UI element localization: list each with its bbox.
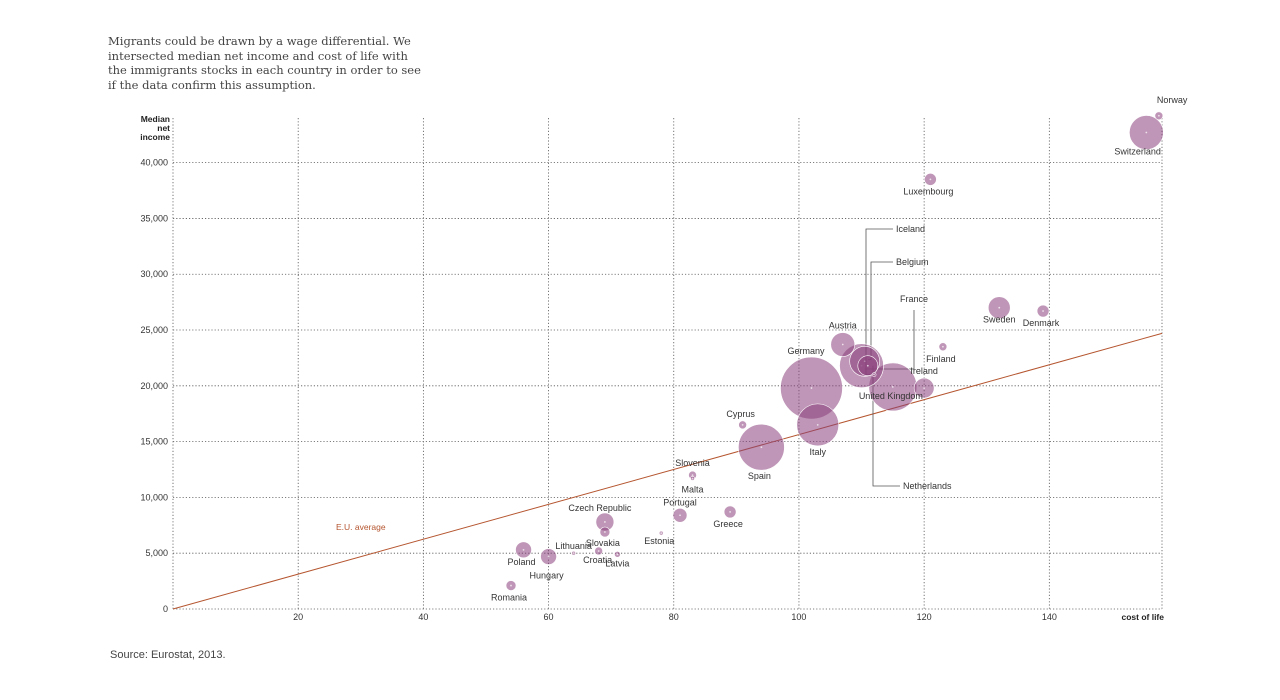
label-croatia: Croatia — [583, 555, 612, 565]
bubble-center-dot — [660, 532, 663, 535]
eu-average-line: E.U. average — [172, 332, 1163, 610]
y-tick-label: 5,000 — [145, 548, 168, 558]
y-tick-label: 20,000 — [140, 381, 168, 391]
label-belgium: Belgium — [896, 257, 929, 267]
leader-netherlands — [872, 365, 900, 487]
bubble-center-dot — [679, 514, 681, 517]
label-slovenia: Slovenia — [675, 458, 710, 468]
label-greece: Greece — [713, 519, 743, 529]
x-axis-title: cost of life — [1121, 612, 1164, 622]
label-sweden: Sweden — [983, 315, 1016, 325]
label-iceland: Iceland — [896, 224, 925, 234]
label-latvia: Latvia — [605, 558, 629, 568]
bubble-center-dot — [522, 548, 525, 551]
bubble-center-dot — [510, 584, 512, 587]
label-hungary: Hungary — [530, 571, 565, 581]
bubbles — [505, 111, 1164, 591]
country-labels: Norway Switzerland Luxembourg Sweden Denmark… — [491, 95, 1188, 603]
y-axis-title: net — [157, 123, 170, 133]
axis-ticks: 0 5,000 10,000 15,000 20,000 25,000 30,000 35,0… — [140, 114, 1164, 622]
label-france: France — [900, 294, 928, 304]
intro-text: Migrants could be drawn by a wage differ… — [108, 34, 421, 92]
label-malta: Malta — [682, 484, 704, 494]
x-tick-label: 120 — [917, 612, 932, 622]
label-switzerland: Switzerland — [1114, 147, 1161, 157]
bubble-center-dot — [841, 343, 844, 346]
x-tick-label: 140 — [1042, 612, 1057, 622]
label-lithuania: Lithuania — [555, 541, 592, 551]
label-cyprus: Cyprus — [726, 409, 755, 419]
leader-belgium — [867, 261, 893, 361]
bubble-center-dot — [891, 386, 894, 388]
bubble-center-dot — [1145, 131, 1148, 134]
label-finland: Finland — [926, 354, 956, 364]
y-tick-label: 10,000 — [140, 492, 168, 502]
bubble-center-dot — [942, 345, 944, 348]
x-tick-label: 100 — [791, 612, 806, 622]
bubble-center-dot — [760, 446, 763, 449]
label-united-kingdom: United Kingdom — [859, 391, 923, 401]
label-portugal: Portugal — [663, 497, 697, 507]
bubble-center-dot — [1157, 114, 1160, 117]
x-tick-label: 40 — [418, 612, 428, 622]
bubble-center-dot — [604, 521, 606, 523]
eu-average-trendline — [172, 332, 1163, 610]
source-note: Source: Eurostat, 2013. — [110, 649, 226, 661]
bubble-center-dot — [616, 553, 619, 556]
label-norway: Norway — [1157, 95, 1188, 105]
label-austria: Austria — [829, 321, 857, 331]
y-tick-label: 30,000 — [140, 269, 168, 279]
bubble-center-dot — [810, 387, 813, 389]
label-poland: Poland — [508, 557, 536, 567]
x-tick-label: 20 — [293, 612, 303, 622]
bubble-center-dot — [691, 474, 694, 476]
label-czech-republic: Czech Republic — [568, 503, 632, 513]
bubble-center-dot — [873, 373, 875, 376]
y-tick-label: 25,000 — [140, 325, 168, 335]
bubble-center-dot — [741, 423, 744, 426]
bubble-center-dot — [929, 178, 932, 181]
bubble-center-dot — [691, 477, 694, 480]
y-tick-label: 40,000 — [140, 158, 168, 168]
y-tick-label: 35,000 — [140, 213, 168, 223]
y-tick-label: 15,000 — [140, 437, 168, 447]
y-axis-title: income — [140, 132, 170, 142]
bubble-center-dot — [604, 531, 606, 533]
label-italy: Italy — [809, 447, 826, 457]
bubble-center-dot — [729, 511, 731, 513]
x-tick-label: 80 — [669, 612, 679, 622]
bubble-center-dot — [597, 550, 600, 552]
bubble-center-dot — [866, 364, 869, 367]
label-estonia: Estonia — [644, 536, 674, 546]
label-spain: Spain — [748, 471, 771, 481]
bubble-center-dot — [816, 423, 819, 426]
label-denmark: Denmark — [1023, 318, 1060, 328]
label-slovakia: Slovakia — [586, 538, 620, 548]
bubble-center-dot — [547, 555, 550, 558]
bubble-center-dot — [998, 306, 1001, 309]
x-tick-label: 60 — [544, 612, 554, 622]
y-axis-title: Median — [141, 114, 170, 124]
label-romania: Romania — [491, 593, 527, 603]
bubble-center-dot — [923, 387, 926, 389]
label-ireland: Ireland — [910, 366, 938, 376]
label-germany: Germany — [787, 346, 825, 356]
y-tick-label: 0 — [163, 604, 168, 614]
eu-average-label: E.U. average — [336, 522, 386, 532]
label-netherlands: Netherlands — [903, 481, 952, 491]
label-luxembourg: Luxembourg — [903, 186, 953, 196]
bubble-center-dot — [572, 552, 575, 555]
bubble-center-dot — [1042, 310, 1044, 312]
